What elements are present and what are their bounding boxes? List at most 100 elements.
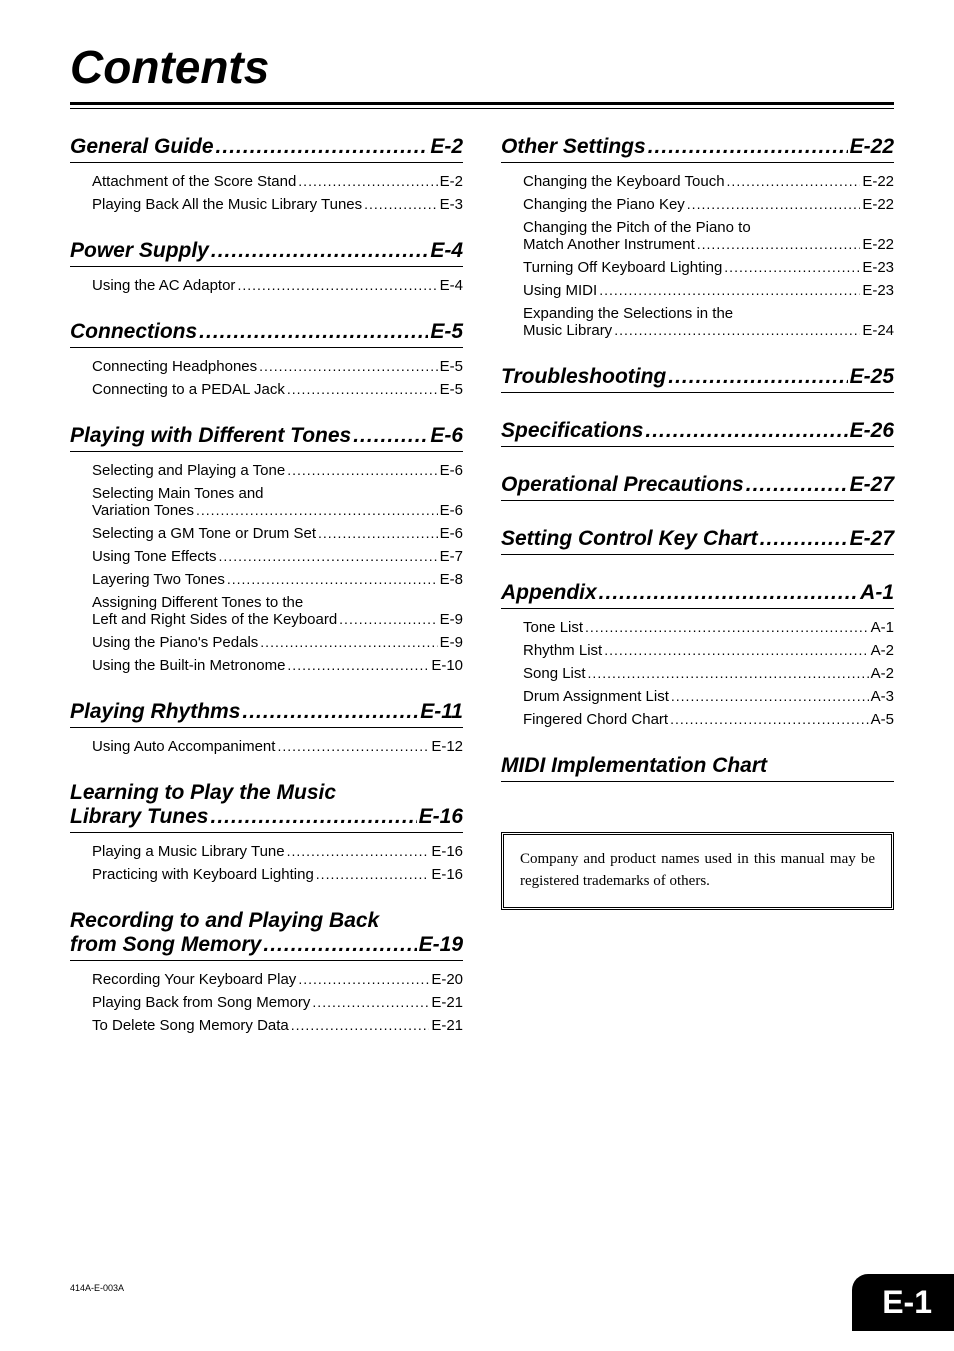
toc-section-page: E-25 (850, 365, 894, 389)
toc-section-heading: Playing with Different Tones ...........… (70, 424, 463, 452)
toc-sub-item-page: E-9 (440, 611, 463, 628)
leader-dots: ........................................… (671, 688, 869, 704)
toc-section-title: Setting Control Key Chart (501, 527, 758, 551)
toc-sub-item-label: Music Library (523, 322, 612, 339)
toc-section-title: Power Supply (70, 239, 209, 263)
toc-sub-item: Expanding the Selections in the Music Li… (523, 305, 894, 339)
toc-sub-item-label: Song List (523, 665, 586, 682)
toc-section-heading: Recording to and Playing Back from Song … (70, 909, 463, 961)
leader-dots: ........................................… (353, 424, 428, 448)
toc-sub-item: Rhythm List ............................… (523, 642, 894, 659)
leader-dots: ........................................… (585, 619, 869, 635)
leader-dots: ........................................… (199, 320, 428, 344)
toc-section-heading: Other Settings .........................… (501, 135, 894, 163)
toc-sub-item: Selecting Main Tones and Variation Tones… (92, 485, 463, 519)
toc-sub-item-page: E-4 (440, 277, 463, 294)
leader-dots: ........................................… (259, 358, 438, 374)
toc-sub-item-label: Using MIDI (523, 282, 597, 299)
leader-dots: ........................................… (697, 236, 861, 252)
leader-dots: ........................................… (211, 239, 428, 263)
toc-section-title: Operational Precautions (501, 473, 744, 497)
toc-sub-item-page: E-21 (431, 994, 463, 1011)
toc-sub-item: Using Auto Accompaniment ...............… (92, 738, 463, 755)
leader-dots: ........................................… (287, 381, 438, 397)
toc-sub-item-label: Drum Assignment List (523, 688, 669, 705)
toc-section-page: E-6 (430, 424, 463, 448)
leader-dots: ........................................… (227, 571, 438, 587)
toc-sub-item: Using the Built-in Metronome ...........… (92, 657, 463, 674)
toc-sub-item: Changing the Keyboard Touch ............… (523, 173, 894, 190)
toc-sub-item-page: E-23 (862, 259, 894, 276)
toc-section-heading: Operational Precautions ................… (501, 473, 894, 501)
leader-dots: ........................................… (298, 173, 437, 189)
toc-sub-item-page: E-5 (440, 358, 463, 375)
toc-section-page: E-22 (850, 135, 894, 159)
leader-dots: ........................................… (216, 135, 429, 159)
toc-sub-item-label: Playing a Music Library Tune (92, 843, 285, 860)
toc-sub-item-label: Playing Back from Song Memory (92, 994, 310, 1011)
title-rule (70, 108, 894, 109)
toc-section-title: Specifications (501, 419, 643, 443)
toc-sub-item: Changing the Pitch of the Piano to Match… (523, 219, 894, 253)
leader-dots: ........................................… (318, 525, 438, 541)
toc-sub-item-page: E-5 (440, 381, 463, 398)
toc-sub-item: Attachment of the Score Stand ..........… (92, 173, 463, 190)
toc-sub-item: Fingered Chord Chart ...................… (523, 711, 894, 728)
toc-sub-item-label: Variation Tones (92, 502, 194, 519)
toc-sub-item-page: E-6 (440, 502, 463, 519)
toc-sub-item: Song List ..............................… (523, 665, 894, 682)
toc-sub-item-page: E-21 (431, 1017, 463, 1034)
toc-sub-item-label: Rhythm List (523, 642, 602, 659)
toc-section-heading: Troubleshooting ........................… (501, 365, 894, 393)
toc-section-title: from Song Memory (70, 933, 261, 957)
toc-sub-item-label: Recording Your Keyboard Play (92, 971, 296, 988)
toc-section-title: Recording to and Playing Back (70, 909, 463, 933)
toc-sub-item-label: To Delete Song Memory Data (92, 1017, 289, 1034)
toc-sub-item-label: Assigning Different Tones to the (92, 594, 463, 611)
toc-sub-item-page: E-16 (431, 843, 463, 860)
leader-dots: ........................................… (599, 282, 860, 298)
toc-sub-item-label: Fingered Chord Chart (523, 711, 668, 728)
leader-dots: ........................................… (260, 634, 437, 650)
leader-dots: ........................................… (604, 642, 868, 658)
toc-sub-item-label: Selecting a GM Tone or Drum Set (92, 525, 316, 542)
toc-sub-item: Using the AC Adaptor ...................… (92, 277, 463, 294)
leader-dots: ........................................… (746, 473, 848, 497)
toc-sub-item: Using Tone Effects .....................… (92, 548, 463, 565)
toc-sub-item-label: Changing the Piano Key (523, 196, 685, 213)
toc-sub-item-page: A-2 (871, 665, 894, 682)
toc-sub-item-page: E-7 (440, 548, 463, 565)
toc-left-column: General Guide ..........................… (70, 127, 463, 1040)
toc-sub-item: Using the Piano's Pedals ...............… (92, 634, 463, 651)
toc-sub-item-label: Playing Back All the Music Library Tunes (92, 196, 362, 213)
leader-dots: ........................................… (263, 933, 416, 957)
toc-section-heading: Power Supply ...........................… (70, 239, 463, 267)
leader-dots: ........................................… (287, 657, 429, 673)
toc-section-heading: Setting Control Key Chart ..............… (501, 527, 894, 555)
toc-section-heading: Appendix ...............................… (501, 581, 894, 609)
toc-section-page: E-11 (420, 700, 463, 724)
toc-sub-item: Connecting Headphones ..................… (92, 358, 463, 375)
toc-sub-item-page: E-9 (440, 634, 463, 651)
toc-section-page: E-4 (430, 239, 463, 263)
toc-section-title: Learning to Play the Music (70, 781, 463, 805)
toc-sub-item: Recording Your Keyboard Play ...........… (92, 971, 463, 988)
toc-sub-item: Playing a Music Library Tune ...........… (92, 843, 463, 860)
toc-sub-item-label: Using the Built-in Metronome (92, 657, 285, 674)
toc-sub-item-label: Practicing with Keyboard Lighting (92, 866, 314, 883)
leader-dots: ........................................… (760, 527, 848, 551)
leader-dots: ........................................… (312, 994, 429, 1010)
toc-sub-item-label: Changing the Keyboard Touch (523, 173, 725, 190)
toc-section-page: E-19 (419, 933, 463, 957)
toc-section-title: Playing Rhythms (70, 700, 240, 724)
toc-section-title: Troubleshooting (501, 365, 666, 389)
leader-dots: ........................................… (614, 322, 860, 338)
toc-section-page: E-27 (850, 527, 894, 551)
toc-section-heading: Playing Rhythms ........................… (70, 700, 463, 728)
toc-sub-item-label: Turning Off Keyboard Lighting (523, 259, 722, 276)
toc-sub-item: Turning Off Keyboard Lighting ..........… (523, 259, 894, 276)
toc-sub-item-page: E-6 (440, 462, 463, 479)
toc-sub-item-label: Connecting to a PEDAL Jack (92, 381, 285, 398)
footer-code: 414A-E-003A (70, 1283, 124, 1293)
toc-sub-item: Practicing with Keyboard Lighting ......… (92, 866, 463, 883)
